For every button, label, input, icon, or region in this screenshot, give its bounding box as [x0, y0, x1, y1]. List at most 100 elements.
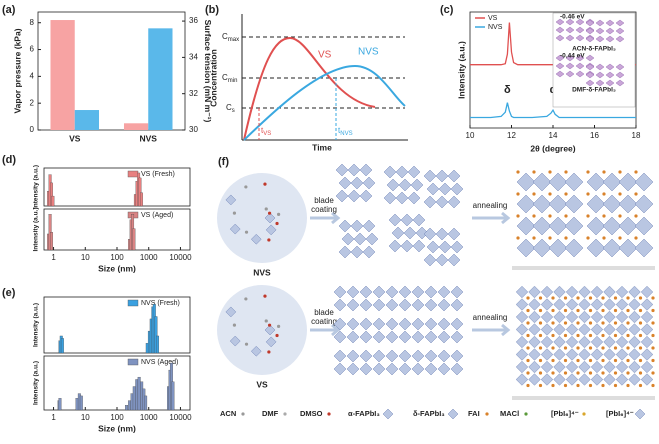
- molecule: [563, 308, 568, 313]
- octahedron: [359, 317, 373, 331]
- molecule: [638, 296, 643, 300]
- lattice: [585, 79, 595, 87]
- octahedron: [564, 194, 584, 214]
- octahedron: [602, 216, 622, 236]
- octahedron: [515, 373, 529, 386]
- molecule: [538, 308, 543, 313]
- octahedron: [450, 240, 464, 254]
- lattice: [595, 63, 605, 71]
- octahedron: [586, 194, 606, 214]
- molecule: [651, 308, 655, 313]
- octahedron: [603, 348, 616, 361]
- octahedron: [618, 238, 638, 258]
- octahedron: [450, 182, 464, 196]
- molecule: [638, 321, 643, 325]
- octahedron: [383, 191, 397, 205]
- octahedron: [359, 285, 373, 299]
- molecule: [651, 358, 655, 363]
- vs-curve: [243, 36, 376, 141]
- octahedron: [553, 373, 566, 386]
- bar: [50, 232, 53, 251]
- molecule: [651, 296, 655, 300]
- lattice: [555, 70, 565, 78]
- lattice: [555, 34, 565, 42]
- molecule: [551, 383, 555, 388]
- octahedron: [385, 298, 399, 312]
- molecule: [275, 333, 279, 338]
- molecule: [586, 170, 590, 174]
- molecule: [651, 371, 655, 375]
- x-tick-label: 16: [590, 131, 599, 140]
- octahedron: [515, 323, 529, 336]
- symbol: C: [222, 32, 228, 41]
- molecule: [626, 296, 630, 300]
- octahedron: [532, 216, 552, 236]
- octahedron: [450, 317, 464, 331]
- molecule: [618, 214, 622, 218]
- panel-label: (c): [440, 4, 454, 16]
- molecule: [638, 358, 643, 363]
- line: [470, 102, 636, 119]
- molecule: [551, 358, 555, 363]
- octahedron: [250, 233, 262, 245]
- octahedron: [403, 226, 417, 240]
- molecule: [516, 192, 520, 196]
- octahedron: [338, 245, 352, 259]
- lattice: [575, 62, 585, 70]
- octahedron: [382, 408, 394, 420]
- molecule: [576, 321, 580, 325]
- nvs-curve: [243, 64, 406, 141]
- molecule: [277, 324, 281, 328]
- x-label: Size (nm): [98, 263, 136, 273]
- octahedron: [450, 330, 464, 344]
- octahedron: [338, 219, 352, 233]
- x-tick-label: VS: [69, 133, 81, 143]
- octahedron: [634, 216, 654, 236]
- plot-frame: [43, 167, 191, 207]
- x-tick-label: NVS: [140, 133, 158, 143]
- y-tick-label: 4: [30, 71, 35, 80]
- octahedron: [447, 408, 459, 420]
- lattice: [595, 19, 605, 27]
- molecule: [283, 412, 287, 416]
- molecule: [651, 383, 655, 388]
- octahedron: [578, 285, 591, 299]
- molecule: [532, 214, 536, 218]
- lattice: [565, 70, 575, 78]
- molecule: [588, 346, 593, 350]
- octahedron: [372, 330, 386, 344]
- octahedron: [386, 178, 400, 192]
- octahedron: [528, 335, 541, 349]
- lattice: [615, 71, 625, 79]
- bar: [128, 400, 132, 411]
- octahedron: [229, 335, 241, 347]
- octahedron: [333, 285, 347, 299]
- bar: [79, 395, 83, 411]
- molecule: [563, 321, 568, 325]
- octahedron: [528, 298, 541, 311]
- y-tick-label: 8: [30, 18, 35, 27]
- molecule: [601, 383, 605, 388]
- panel-f: (f) NVS VS blade coating blade coating a…: [217, 156, 655, 420]
- molecule: [551, 346, 555, 350]
- y-label: Vapor pressure (kPa): [12, 28, 22, 113]
- octahedron: [372, 298, 386, 312]
- molecule: [564, 192, 568, 196]
- octahedron: [437, 285, 451, 299]
- molecule: [551, 308, 555, 313]
- octahedron: [347, 163, 361, 177]
- molecule: [613, 371, 618, 375]
- octahedron: [407, 165, 421, 179]
- octahedron: [338, 176, 352, 190]
- octahedron: [615, 310, 629, 324]
- octahedron: [515, 348, 529, 361]
- octahedron: [424, 349, 438, 363]
- octahedron: [435, 195, 449, 209]
- step-label: blade: [314, 196, 334, 205]
- octahedron: [346, 285, 360, 299]
- x-tick-label: 10000: [169, 413, 192, 422]
- molecule: [563, 371, 568, 375]
- bar: [156, 335, 160, 354]
- octahedron: [395, 191, 409, 205]
- molecule: [563, 333, 568, 338]
